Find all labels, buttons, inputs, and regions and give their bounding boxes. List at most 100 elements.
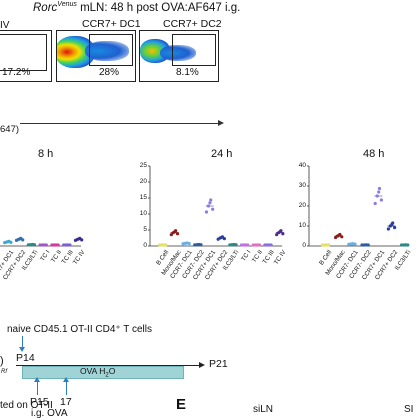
y-tick-label: 0	[143, 242, 147, 249]
data-point	[386, 227, 390, 231]
flow-plot-2	[56, 30, 136, 82]
naive-arrow-head	[19, 347, 25, 352]
timeline-bracket: )	[0, 355, 4, 367]
chart-title-48h: 48 h	[363, 148, 385, 160]
data-point	[161, 243, 165, 247]
data-point	[353, 242, 357, 246]
flow-density-3-tail	[160, 45, 196, 61]
data-point	[56, 243, 60, 247]
data-point	[53, 243, 58, 247]
y-tick-label: 0	[302, 242, 306, 249]
data-point	[375, 194, 379, 198]
data-point	[173, 230, 177, 234]
data-point	[204, 210, 209, 214]
y-tick-label: 20	[298, 202, 306, 209]
ig-ova-label: i.g. OVA	[31, 408, 68, 419]
flow-title-gene: Rorc	[33, 1, 58, 14]
flow-label-dc2: CCR7+ DC2	[163, 18, 222, 30]
flow-plot-3	[139, 30, 219, 82]
flow-gate-2	[89, 34, 133, 66]
data-point	[379, 198, 383, 202]
data-point	[80, 238, 84, 242]
data-point	[337, 233, 341, 237]
data-point	[231, 242, 235, 247]
timeline-p21: P21	[209, 358, 228, 370]
gated-label: ted on OT-II	[0, 400, 53, 411]
data-point	[222, 237, 226, 241]
data-point	[390, 222, 394, 226]
flow-label-dc1: CCR7+ DC1	[82, 18, 141, 30]
data-point	[406, 243, 410, 247]
flow-pct-3: 8.1%	[176, 67, 199, 78]
data-point	[275, 233, 279, 237]
data-point	[169, 233, 173, 237]
data-point	[269, 243, 273, 247]
data-point	[77, 237, 81, 241]
data-point	[366, 243, 370, 247]
data-point	[246, 243, 250, 247]
chart-title-24h: 24 h	[211, 148, 233, 160]
flow-title-sup: Venus	[57, 1, 77, 8]
data-point	[21, 238, 25, 242]
data-point	[278, 230, 282, 234]
ova-label-main: OVA H	[80, 366, 106, 376]
data-point	[44, 243, 48, 247]
data-point	[6, 240, 10, 244]
data-point	[377, 190, 381, 194]
panel-e-siln: siLN	[253, 404, 274, 415]
data-point	[220, 235, 224, 239]
data-point	[199, 243, 203, 247]
data-point	[18, 237, 22, 241]
data-point	[281, 232, 285, 236]
flow-pct-2: 28%	[99, 67, 120, 78]
data-point	[164, 243, 168, 247]
timeline-p14: P14	[16, 352, 35, 364]
flow-density-2-tail	[85, 41, 129, 61]
panel-e-si: SI	[404, 404, 414, 415]
d17-arrow-head	[63, 377, 69, 382]
data-point	[42, 243, 46, 247]
flow-gate-3	[172, 34, 216, 66]
data-point	[184, 241, 189, 245]
data-point	[363, 243, 368, 247]
y-tick-label: 30	[298, 182, 306, 189]
y-tick-label: 10	[139, 210, 147, 217]
data-point	[196, 242, 200, 247]
chart-title-8h: 8 h	[38, 148, 54, 160]
timeline-arrow-head	[199, 362, 205, 368]
data-point	[187, 241, 191, 246]
data-point	[65, 243, 69, 247]
ova-bar	[22, 366, 184, 379]
timeline-p15: P15	[30, 396, 49, 408]
ova-label: OVA H2O	[80, 366, 115, 379]
y-tick-label: 10	[298, 222, 306, 229]
data-point	[327, 243, 331, 247]
flow-x-label: 647)	[0, 124, 20, 135]
data-point	[377, 186, 382, 191]
data-point	[324, 243, 328, 247]
data-point	[255, 243, 259, 247]
data-point	[206, 204, 211, 208]
timeline-17: 17	[60, 396, 72, 408]
flow-plot-1	[0, 30, 52, 82]
data-point	[403, 243, 407, 247]
flow-title-rest: mLN: 48 h post OVA:AF647 i.g.	[76, 1, 241, 14]
flow-pct-1: 17.2%	[2, 67, 31, 78]
rtf-label: Rf	[1, 369, 7, 375]
flow-title: RorcVenus mLN: 48 h post OVA:AF647 i.g.	[33, 1, 240, 14]
y-tick-label: 40	[298, 162, 306, 169]
y-tick-label: 25	[139, 162, 147, 169]
data-point	[175, 232, 180, 236]
data-point	[68, 243, 72, 247]
y-tick-label: 15	[139, 194, 147, 201]
p15-arrow-head	[34, 377, 40, 382]
data-point	[9, 240, 13, 244]
panel-e-letter: E	[176, 396, 187, 413]
data-point	[340, 235, 344, 239]
data-point	[266, 243, 271, 247]
flow-x-axis	[20, 123, 220, 124]
data-point	[243, 243, 247, 247]
data-point	[209, 198, 213, 202]
data-point	[208, 201, 212, 205]
